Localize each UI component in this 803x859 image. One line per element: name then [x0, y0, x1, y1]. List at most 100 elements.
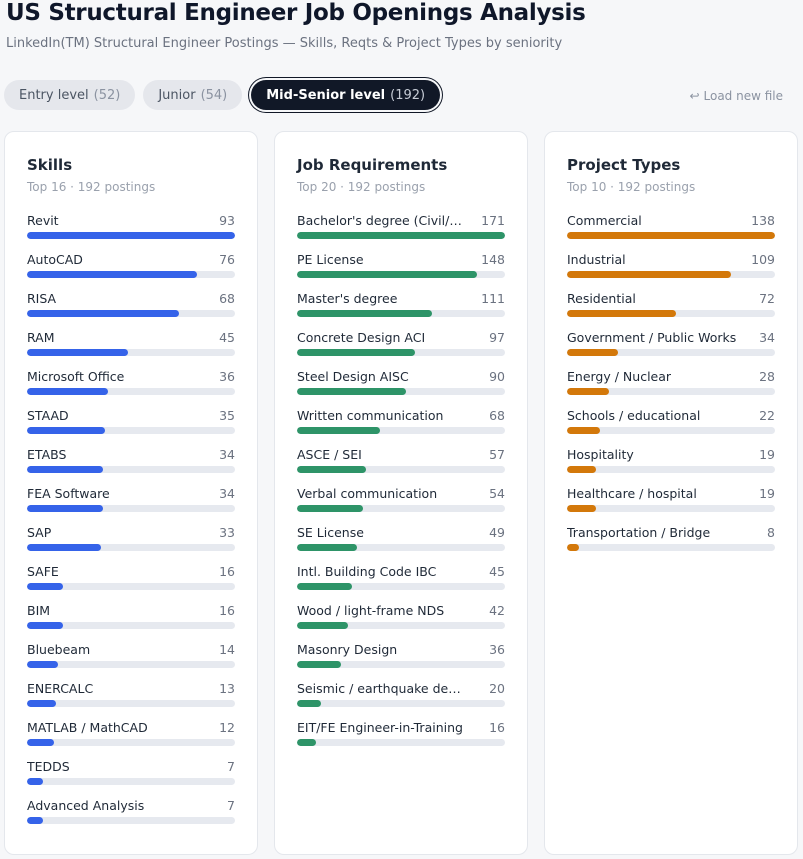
bar-track [297, 310, 505, 317]
bar-track [297, 544, 505, 551]
bar-label: PE License [297, 251, 364, 267]
bar-value: 97 [489, 329, 505, 345]
bar-track [27, 388, 235, 395]
bar-value: 13 [219, 680, 235, 696]
bar-label: BIM [27, 602, 51, 618]
bar-track [27, 739, 235, 746]
bar-track [567, 544, 775, 551]
bar-value: 90 [489, 368, 505, 384]
tab-count: (54) [200, 87, 228, 103]
bar-row: TEDDS 7 [27, 758, 235, 797]
bar-value: 8 [767, 524, 775, 540]
bar-label: Bluebeam [27, 641, 91, 657]
bar-track [27, 466, 235, 473]
bar-row-header: Wood / light-frame NDS 42 [297, 602, 505, 618]
tab-mid-senior-level[interactable]: Mid-Senior level (192) [251, 80, 441, 110]
bar-fill [567, 505, 596, 512]
bar-fill [297, 349, 415, 356]
page-subtitle: LinkedIn(TM) Structural Engineer Posting… [6, 36, 563, 51]
bar-value: 19 [759, 485, 775, 501]
bar-label: RAM [27, 329, 55, 345]
bar-value: 148 [481, 251, 505, 267]
bar-track [297, 466, 505, 473]
bar-fill [27, 739, 54, 746]
bar-fill [27, 388, 108, 395]
bar-value: 171 [481, 212, 505, 228]
bar-fill [297, 700, 322, 707]
bar-track [297, 583, 505, 590]
bar-row-header: Commercial 138 [567, 212, 775, 228]
bar-value: 16 [219, 563, 235, 579]
bar-label: SAP [27, 524, 52, 540]
bar-value: 7 [227, 758, 235, 774]
bar-row: Healthcare / hospital 19 [567, 485, 775, 524]
panel-title: Project Types [567, 156, 681, 174]
tab-entry-level[interactable]: Entry level (52) [4, 80, 136, 110]
bar-fill [297, 544, 357, 551]
bar-value: 138 [751, 212, 775, 228]
bar-value: 14 [219, 641, 235, 657]
bar-row: Seismic / earthquake design 20 [297, 680, 505, 719]
bar-label: Residential [567, 290, 636, 306]
bar-row: ETABS 34 [27, 446, 235, 485]
bar-row-header: ETABS 34 [27, 446, 235, 462]
bar-row: Wood / light-frame NDS 42 [297, 602, 505, 641]
bar-value: 45 [219, 329, 235, 345]
bar-value: 34 [219, 485, 235, 501]
tab-junior[interactable]: Junior (54) [143, 80, 243, 110]
bar-label: Concrete Design ACI [297, 329, 426, 345]
bar-fill [567, 232, 775, 239]
bar-label: Revit [27, 212, 59, 228]
bar-row: Energy / Nuclear 28 [567, 368, 775, 407]
bar-row-header: ENERCALC 13 [27, 680, 235, 696]
bar-value: 42 [489, 602, 505, 618]
bar-track [297, 622, 505, 629]
bar-row: PE License 148 [297, 251, 505, 290]
bar-value: 36 [219, 368, 235, 384]
bar-fill [27, 427, 106, 434]
bar-track [27, 661, 235, 668]
bar-row-header: Schools / educational 22 [567, 407, 775, 423]
bar-row-header: Microsoft Office 36 [27, 368, 235, 384]
bar-value: 28 [759, 368, 775, 384]
bar-label: Industrial [567, 251, 626, 267]
panels: Skills Top 16 · 192 postings Revit 93 Auto… [4, 131, 798, 855]
bar-fill [297, 661, 341, 668]
bar-track [567, 310, 775, 317]
bar-value: 68 [219, 290, 235, 306]
bar-label: ENERCALC [27, 680, 94, 696]
bar-value: 54 [489, 485, 505, 501]
load-new-file-button[interactable]: ↩ Load new file [689, 89, 783, 103]
bar-row-header: ASCE / SEI 57 [297, 446, 505, 462]
bar-track [27, 232, 235, 239]
requirements-panel: Job Requirements Top 20 · 192 postings B… [274, 131, 528, 855]
bar-track [297, 388, 505, 395]
bar-label: TEDDS [27, 758, 70, 774]
bar-fill [297, 271, 478, 278]
bar-track [567, 349, 775, 356]
bar-track [297, 505, 505, 512]
bar-row-header: Residential 72 [567, 290, 775, 306]
bar-row-header: EIT/FE Engineer-in-Training 16 [297, 719, 505, 735]
bar-value: 49 [489, 524, 505, 540]
bar-row: Master's degree 111 [297, 290, 505, 329]
bar-row-header: Energy / Nuclear 28 [567, 368, 775, 384]
bar-track [27, 583, 235, 590]
bar-label: EIT/FE Engineer-in-Training [297, 719, 463, 735]
bar-fill [297, 310, 433, 317]
panel-meta: Top 20 · 192 postings [297, 180, 426, 194]
bar-label: Written communication [297, 407, 444, 423]
bar-row-header: Written communication 68 [297, 407, 505, 423]
bar-row-header: Bachelor's degree (Civil/Stru... 171 [297, 212, 505, 228]
bar-label: Energy / Nuclear [567, 368, 672, 384]
tab-count: (52) [93, 87, 121, 103]
bar-fill [27, 778, 43, 785]
bar-fill [567, 349, 619, 356]
bar-row-header: Industrial 109 [567, 251, 775, 267]
bar-value: 111 [481, 290, 505, 306]
bar-value: 34 [219, 446, 235, 462]
bar-value: 12 [219, 719, 235, 735]
bar-row: MATLAB / MathCAD 12 [27, 719, 235, 758]
panel-meta: Top 10 · 192 postings [567, 180, 696, 194]
bar-row-header: STAAD 35 [27, 407, 235, 423]
